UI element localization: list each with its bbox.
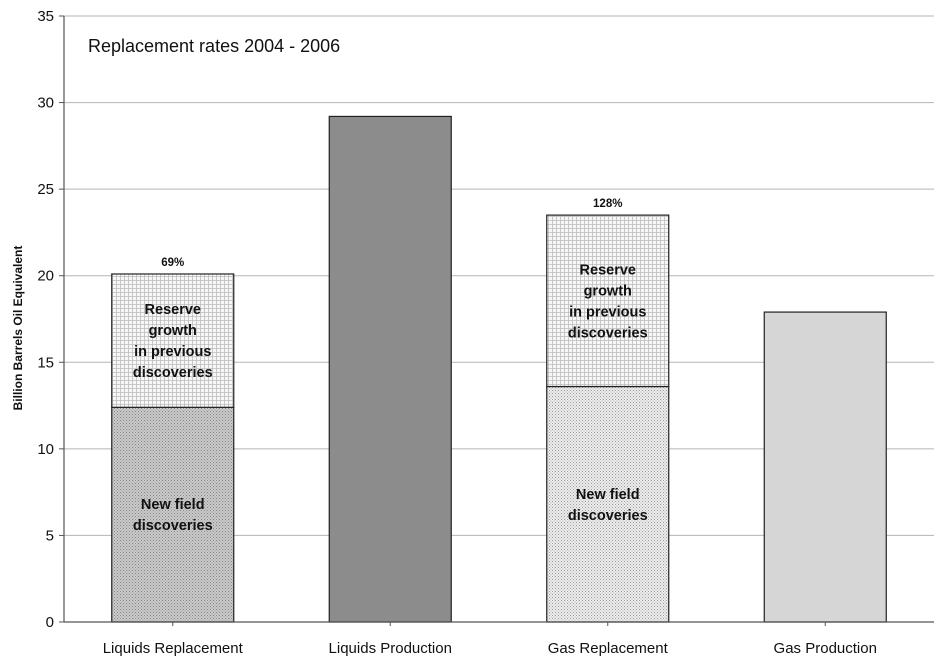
y-tick-label: 30 bbox=[37, 95, 54, 112]
segment-label: growth bbox=[584, 283, 632, 299]
y-tick-label: 0 bbox=[46, 614, 54, 631]
segment-label: in previous bbox=[134, 344, 211, 360]
y-tick-label: 5 bbox=[46, 527, 54, 544]
segment-label: Reserve bbox=[145, 302, 201, 318]
y-tick-label: 35 bbox=[37, 8, 54, 25]
segment-label: discoveries bbox=[133, 518, 213, 534]
bar-segment bbox=[111, 273, 235, 408]
y-axis-ticks: 0 5 10 15 20 25 30 35 bbox=[37, 8, 64, 631]
bar-segment bbox=[328, 115, 452, 623]
segment-label: in previous bbox=[569, 304, 646, 320]
x-tick-label: Liquids Production bbox=[329, 640, 452, 657]
bar-segment bbox=[546, 385, 670, 623]
y-tick-label: 20 bbox=[37, 268, 54, 285]
axes bbox=[63, 16, 934, 623]
x-tick-label: Gas Replacement bbox=[548, 640, 669, 657]
segment-label: discoveries bbox=[568, 508, 648, 524]
y-tick-label: 10 bbox=[37, 441, 54, 458]
segment-label: discoveries bbox=[568, 325, 648, 341]
percent-annotation: 128% bbox=[593, 198, 622, 210]
x-axis-labels: Liquids Replacement Liquids Production Gas… bbox=[103, 622, 877, 657]
segment-label: New field bbox=[141, 497, 205, 513]
segment-label: Reserve bbox=[580, 262, 636, 278]
segment-label: discoveries bbox=[133, 365, 213, 381]
bars: New field discoveries Reserve growth in prev… bbox=[111, 115, 887, 623]
x-tick-label: Gas Production bbox=[774, 640, 877, 657]
bar-segment bbox=[111, 406, 235, 623]
percent-annotation: 69% bbox=[161, 257, 184, 269]
segment-label: growth bbox=[149, 323, 197, 339]
y-tick-label: 15 bbox=[37, 354, 54, 371]
y-axis-label: Billion Barrels Oil Equivalent bbox=[11, 246, 25, 411]
segment-label: New field bbox=[576, 487, 640, 503]
y-tick-label: 25 bbox=[37, 181, 54, 198]
bar-segment bbox=[763, 311, 887, 623]
chart-title: Replacement rates 2004 - 2006 bbox=[88, 36, 340, 56]
bar-segment bbox=[546, 214, 670, 388]
x-tick-label: Liquids Replacement bbox=[103, 640, 244, 657]
